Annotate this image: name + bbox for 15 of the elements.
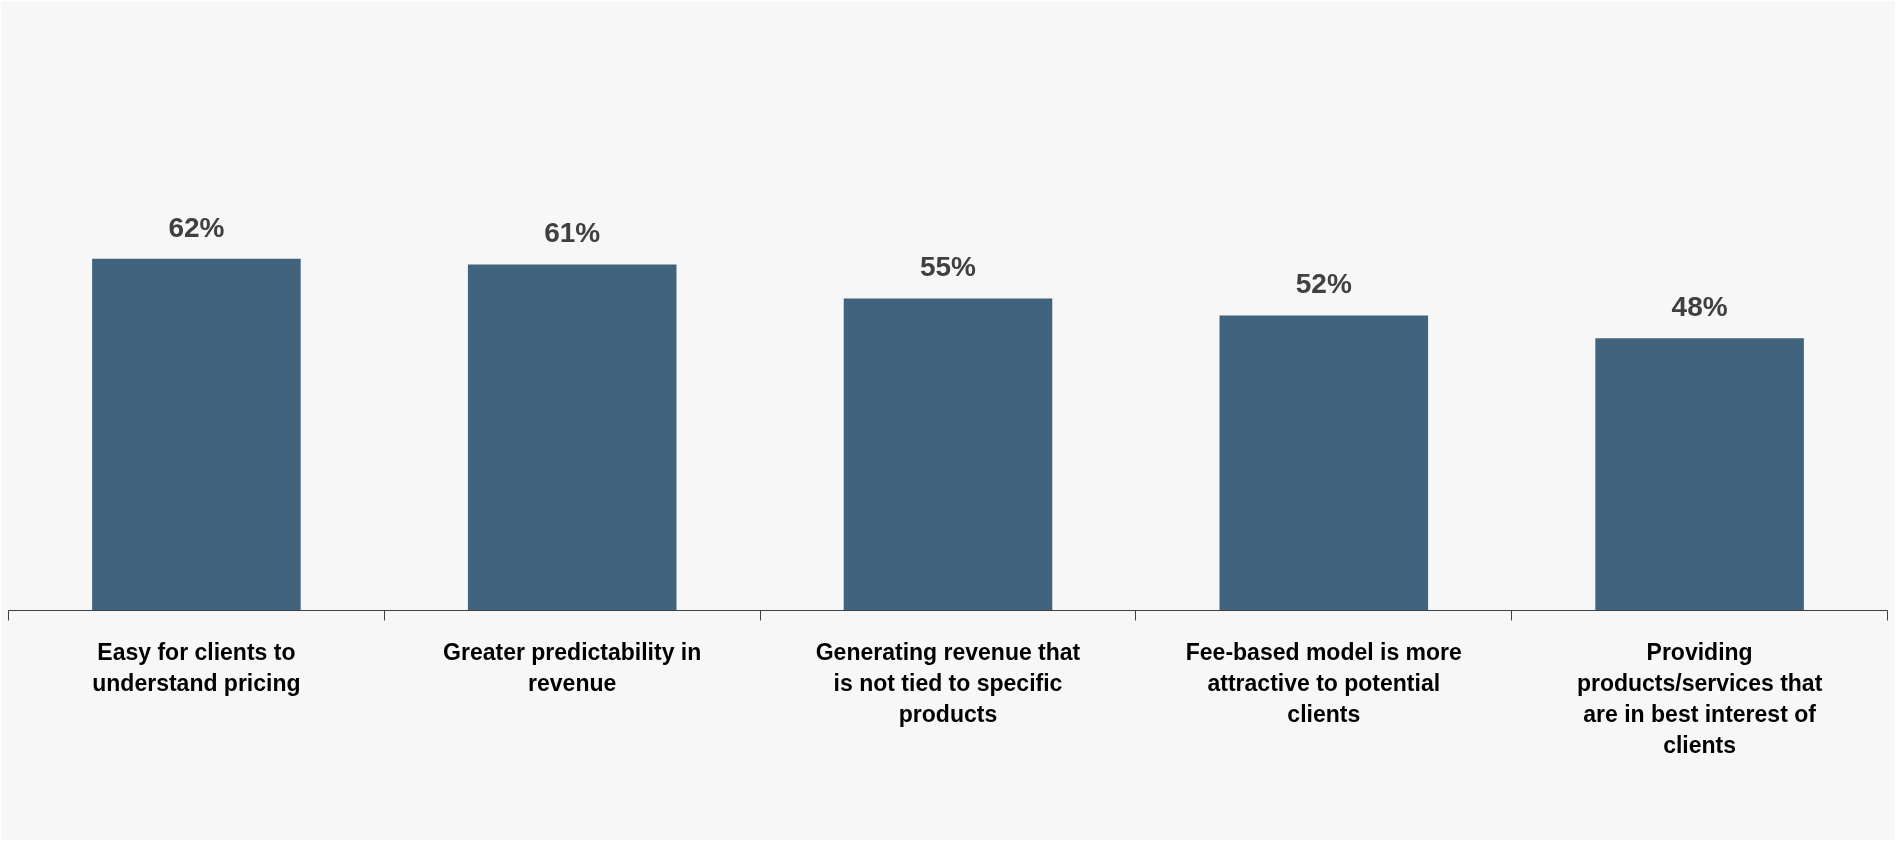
data-label: 61% xyxy=(544,217,601,249)
bar xyxy=(1595,338,1804,611)
x-tick-label: Greater predictability in revenue xyxy=(443,638,702,696)
data-label: 55% xyxy=(919,251,977,283)
bar xyxy=(467,264,677,611)
x-tick-label: Fee-based model is more attractive to potential clients xyxy=(1185,638,1462,727)
bar xyxy=(1219,315,1429,611)
bar xyxy=(92,258,301,611)
data-label: 62% xyxy=(168,211,225,243)
bar xyxy=(843,298,1053,611)
x-tick-label: Generating revenue that is not tied to specific products xyxy=(815,638,1081,727)
data-label: 48% xyxy=(1671,291,1728,323)
x-tick-label: Easy for clients to understand pricing xyxy=(92,638,301,696)
x-tick-label: Providing products/services that are in best interest of clients xyxy=(1576,638,1823,759)
data-label: 52% xyxy=(1295,268,1352,300)
